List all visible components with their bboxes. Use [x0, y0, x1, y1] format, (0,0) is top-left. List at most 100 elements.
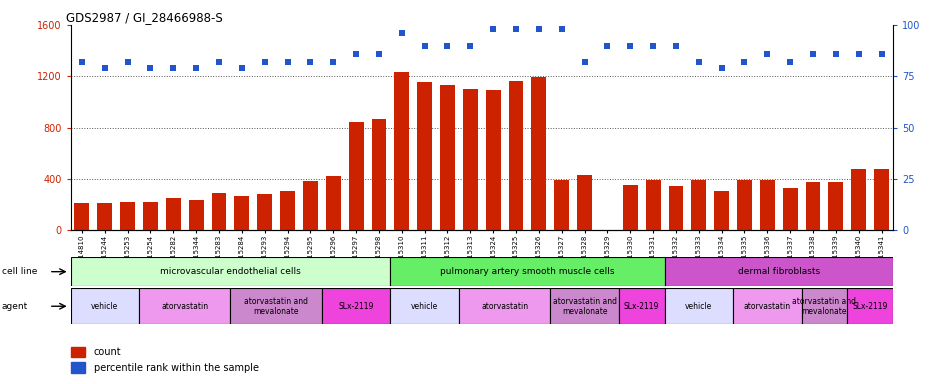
Point	[852, 51, 867, 57]
Bar	[230, 288, 321, 324]
Bar	[143, 202, 158, 230]
Text: atorvastatin: atorvastatin	[161, 302, 209, 311]
Bar	[440, 85, 455, 230]
Point	[234, 65, 249, 71]
Bar	[852, 169, 866, 230]
Bar	[665, 257, 893, 286]
Bar	[371, 119, 386, 230]
Bar	[802, 288, 847, 324]
Bar	[70, 257, 390, 286]
Text: SLx-2119: SLx-2119	[624, 302, 659, 311]
Bar	[531, 77, 546, 230]
Text: agent: agent	[2, 302, 28, 311]
Bar	[349, 122, 364, 230]
Bar	[783, 188, 798, 230]
Text: count: count	[94, 347, 121, 357]
Text: dermal fibroblasts: dermal fibroblasts	[738, 267, 820, 276]
Bar	[486, 90, 501, 230]
Bar	[462, 89, 478, 230]
Bar	[577, 175, 592, 230]
Point	[462, 43, 478, 49]
Point	[440, 43, 455, 49]
Point	[280, 59, 295, 65]
Point	[577, 59, 592, 65]
Text: percentile rank within the sample: percentile rank within the sample	[94, 362, 259, 373]
Point	[783, 59, 798, 65]
Bar	[847, 288, 893, 324]
Point	[120, 59, 135, 65]
Bar	[70, 362, 85, 373]
Bar	[623, 185, 637, 230]
Point	[303, 59, 318, 65]
Bar	[646, 180, 661, 230]
Text: pulmonary artery smooth muscle cells: pulmonary artery smooth muscle cells	[440, 267, 615, 276]
Point	[622, 43, 637, 49]
Point	[349, 51, 364, 57]
Point	[165, 65, 180, 71]
Bar	[619, 288, 665, 324]
Bar	[212, 193, 227, 230]
Bar	[74, 204, 89, 230]
Bar	[733, 288, 802, 324]
Bar	[98, 204, 112, 230]
Point	[212, 59, 227, 65]
Point	[189, 65, 204, 71]
Text: SLx-2119: SLx-2119	[338, 302, 374, 311]
Bar	[258, 194, 272, 230]
Bar	[417, 82, 432, 230]
Bar	[828, 182, 843, 230]
Bar	[509, 81, 524, 230]
Point	[714, 65, 729, 71]
Bar	[321, 288, 390, 324]
Text: microvascular endothelial cells: microvascular endothelial cells	[160, 267, 301, 276]
Bar	[70, 347, 85, 357]
Bar	[668, 186, 683, 230]
Bar	[395, 72, 409, 230]
Text: vehicle: vehicle	[91, 302, 118, 311]
Bar	[189, 200, 204, 230]
Point	[737, 59, 752, 65]
Point	[646, 43, 661, 49]
Point	[509, 26, 524, 32]
Bar	[280, 190, 295, 230]
Point	[326, 59, 341, 65]
Bar	[714, 190, 729, 230]
Text: vehicle: vehicle	[411, 302, 438, 311]
Point	[486, 26, 501, 32]
Bar	[234, 196, 249, 230]
Text: atorvastatin: atorvastatin	[744, 302, 791, 311]
Point	[143, 65, 158, 71]
Text: SLx-2119: SLx-2119	[853, 302, 888, 311]
Bar	[806, 182, 821, 230]
Text: GDS2987 / GI_28466988-S: GDS2987 / GI_28466988-S	[67, 11, 223, 24]
Bar	[665, 288, 733, 324]
Bar	[165, 198, 180, 230]
Bar	[550, 288, 619, 324]
Point	[874, 51, 889, 57]
Point	[371, 51, 386, 57]
Bar	[692, 180, 706, 230]
Bar	[139, 288, 230, 324]
Text: atorvastatin and
mevalonate: atorvastatin and mevalonate	[792, 296, 856, 316]
Point	[555, 26, 570, 32]
Point	[531, 26, 546, 32]
Point	[417, 43, 432, 49]
Text: cell line: cell line	[2, 267, 38, 276]
Point	[806, 51, 821, 57]
Point	[760, 51, 775, 57]
Point	[600, 43, 615, 49]
Bar	[120, 202, 135, 230]
Bar	[459, 288, 550, 324]
Point	[691, 59, 706, 65]
Point	[74, 59, 89, 65]
Bar	[326, 177, 340, 230]
Point	[828, 51, 843, 57]
Point	[258, 59, 273, 65]
Bar	[70, 288, 139, 324]
Bar	[390, 288, 459, 324]
Bar	[874, 169, 889, 230]
Text: atorvastatin: atorvastatin	[481, 302, 528, 311]
Text: atorvastatin and
mevalonate: atorvastatin and mevalonate	[553, 296, 617, 316]
Point	[394, 30, 409, 36]
Point	[668, 43, 683, 49]
